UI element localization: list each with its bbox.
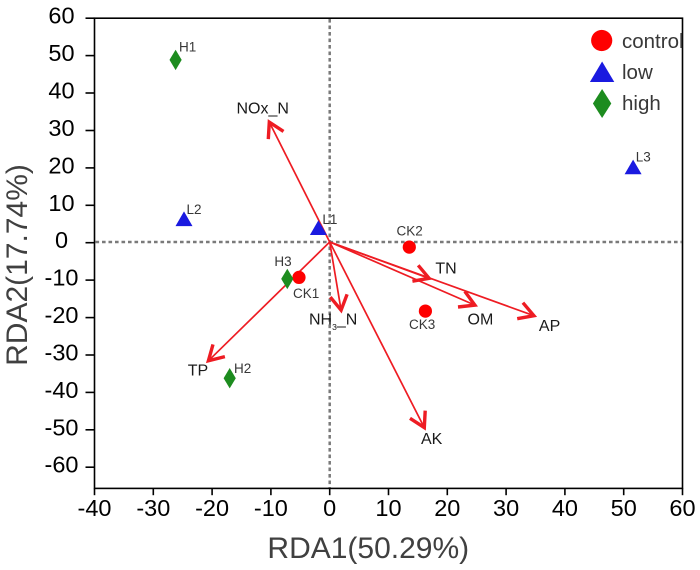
svg-text:10: 10 bbox=[375, 495, 401, 521]
svg-text:-30: -30 bbox=[45, 340, 79, 366]
svg-text:30: 30 bbox=[48, 115, 74, 141]
svg-text:0: 0 bbox=[55, 227, 68, 253]
svg-text:20: 20 bbox=[434, 495, 460, 521]
svg-text:AK: AK bbox=[421, 431, 443, 448]
svg-text:CK3: CK3 bbox=[409, 317, 435, 332]
svg-text:TN: TN bbox=[435, 261, 456, 278]
svg-text:H3: H3 bbox=[274, 254, 291, 269]
svg-text:-40: -40 bbox=[78, 495, 112, 521]
svg-text:50: 50 bbox=[48, 40, 74, 66]
svg-text:NOx_N: NOx_N bbox=[237, 101, 289, 118]
svg-text:-10: -10 bbox=[254, 495, 288, 521]
svg-text:-60: -60 bbox=[45, 452, 79, 478]
svg-text:OM: OM bbox=[468, 312, 494, 329]
svg-text:60: 60 bbox=[48, 3, 74, 29]
svg-text:-10: -10 bbox=[45, 265, 79, 291]
svg-text:H1: H1 bbox=[179, 40, 196, 55]
svg-text:-20: -20 bbox=[195, 495, 229, 521]
svg-text:H2: H2 bbox=[234, 361, 251, 376]
svg-text:40: 40 bbox=[48, 78, 74, 104]
svg-text:L1: L1 bbox=[322, 212, 337, 227]
svg-text:-50: -50 bbox=[45, 414, 79, 440]
svg-text:CK2: CK2 bbox=[397, 224, 423, 239]
svg-text:high: high bbox=[622, 92, 661, 115]
svg-text:60: 60 bbox=[669, 495, 695, 521]
svg-text:10: 10 bbox=[48, 190, 74, 216]
svg-text:RDA1(50.29%): RDA1(50.29%) bbox=[267, 532, 469, 565]
svg-text:40: 40 bbox=[552, 495, 578, 521]
svg-text:CK1: CK1 bbox=[293, 286, 319, 301]
svg-text:0: 0 bbox=[323, 495, 336, 521]
svg-text:-40: -40 bbox=[45, 377, 79, 403]
svg-text:20: 20 bbox=[48, 152, 74, 178]
svg-text:control: control bbox=[622, 30, 684, 53]
svg-text:TP: TP bbox=[188, 363, 208, 380]
svg-text:-20: -20 bbox=[45, 302, 79, 328]
svg-text:RDA2(17.74%): RDA2(17.74%) bbox=[1, 164, 34, 366]
svg-text:low: low bbox=[622, 61, 653, 84]
svg-text:30: 30 bbox=[493, 495, 519, 521]
svg-text:L3: L3 bbox=[636, 150, 651, 165]
svg-text:AP: AP bbox=[539, 318, 560, 335]
svg-text:L2: L2 bbox=[187, 202, 202, 217]
svg-text:NH3_N: NH3_N bbox=[309, 312, 357, 333]
svg-text:50: 50 bbox=[611, 495, 637, 521]
svg-text:-30: -30 bbox=[136, 495, 170, 521]
